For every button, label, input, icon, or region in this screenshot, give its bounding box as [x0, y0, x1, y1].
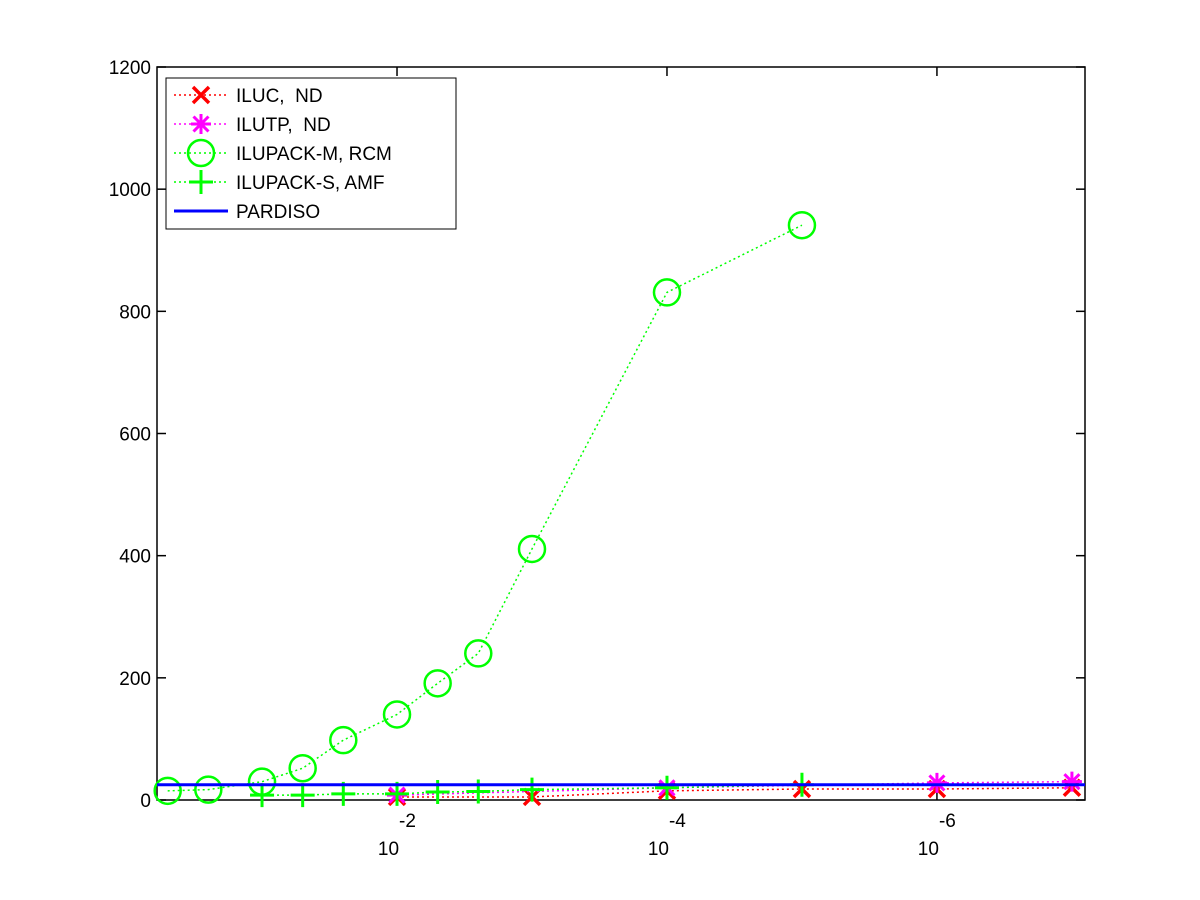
point [288, 753, 317, 783]
legend-marker [186, 138, 216, 168]
point [519, 777, 544, 802]
x-tick-label: 10 [648, 839, 669, 860]
x-tick-exponent: -2 [399, 811, 416, 832]
legend-marker [189, 170, 213, 194]
y-tick-label: 600 [119, 425, 151, 446]
point [153, 776, 182, 806]
point [194, 775, 223, 804]
legend-label: ILUPACK-M, RCM [236, 144, 392, 165]
x-tick-exponent: -6 [939, 811, 956, 832]
y-tick-label: 1200 [109, 58, 151, 79]
y-tick-label: 200 [119, 669, 151, 690]
point [382, 700, 412, 729]
point [423, 669, 452, 698]
point [250, 783, 275, 808]
point [329, 725, 358, 755]
point [290, 783, 315, 808]
y-tick-label: 800 [119, 302, 151, 323]
y-tick-label: 0 [140, 791, 151, 812]
legend-label: ILUPACK-S, AMF [236, 173, 385, 194]
point [464, 639, 493, 668]
legend-label: ILUTP, ND [236, 115, 331, 136]
y-tick-label: 400 [119, 547, 151, 568]
x-tick-exponent: -4 [669, 811, 686, 832]
y-tick-label: 1000 [109, 180, 151, 201]
legend-label: PARDISO [236, 202, 320, 223]
x-tick-label: 10 [378, 839, 399, 860]
point [517, 534, 547, 564]
point [652, 278, 682, 307]
point [787, 210, 817, 240]
legend-marker [191, 85, 211, 105]
point [654, 775, 679, 800]
x-tick-label: 10 [918, 839, 939, 860]
legend-marker [191, 114, 211, 134]
legend: ILUC, ND ILUTP, ND ILUPACK-M, RCM ILUPACK-S… [165, 77, 457, 230]
point [1061, 771, 1082, 792]
legend-label: ILUC, ND [236, 86, 323, 107]
point [926, 772, 947, 793]
